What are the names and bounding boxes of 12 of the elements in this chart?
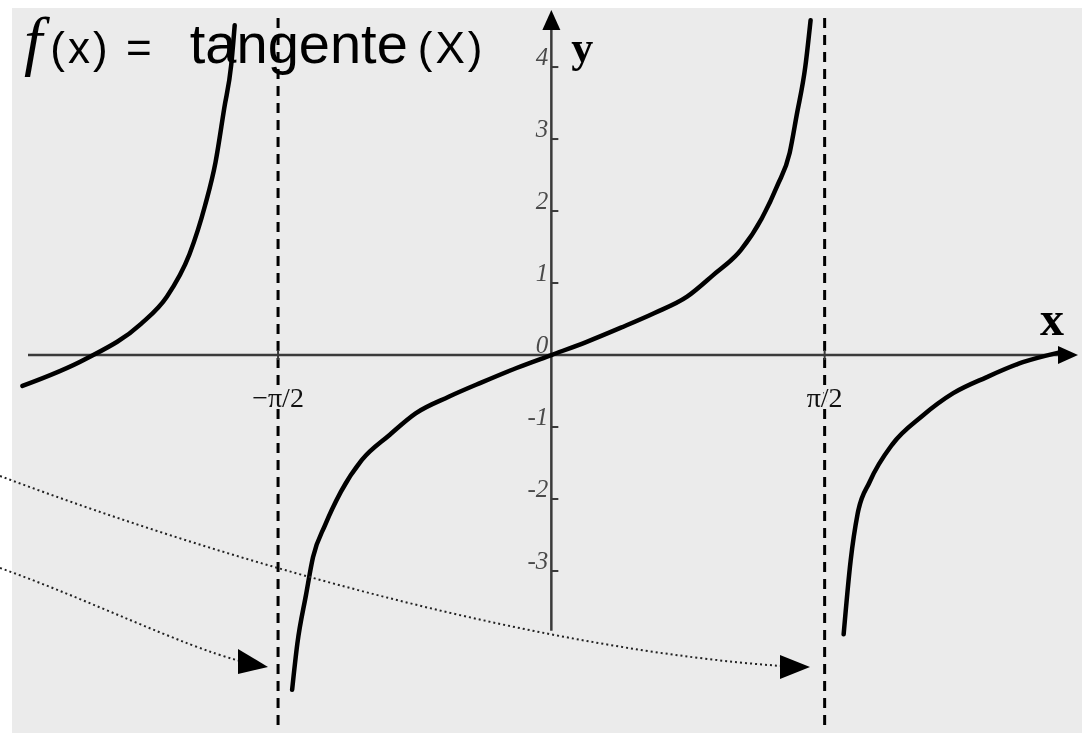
x-tick-label: π/2	[806, 382, 843, 414]
y-tick-label: 3	[534, 114, 549, 142]
y-tick-label: -2	[527, 474, 549, 502]
x-axis-title: x	[1040, 292, 1064, 346]
y-tick-label: 2	[535, 186, 549, 214]
y-tick-label: 4	[535, 42, 549, 70]
y-tick-label: 1	[535, 258, 549, 286]
y-axis-title: y	[571, 23, 594, 72]
y-tick-label: -1	[527, 402, 549, 430]
x-tick-label: −π/2	[252, 382, 304, 414]
y-tick-label: 0	[535, 330, 549, 358]
y-tick-label: -3	[527, 546, 549, 574]
